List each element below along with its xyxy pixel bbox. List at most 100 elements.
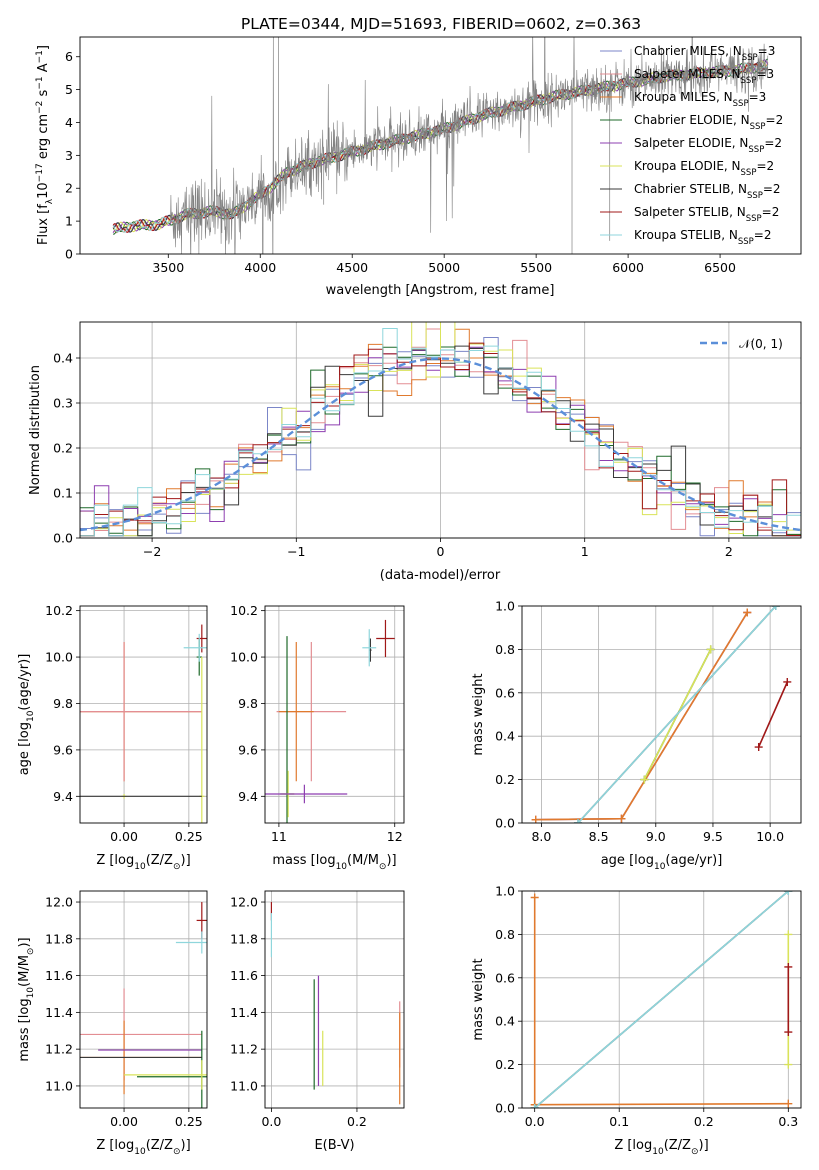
legend-text: Chabrier STELIB, N	[634, 182, 747, 196]
x-axis-label-part: Z [log	[614, 1138, 652, 1153]
y-tick-label: 3	[65, 148, 73, 163]
y-tick-label: 9.4	[53, 789, 73, 804]
x-tick-label: 0.00	[110, 829, 138, 844]
cumulative-marker	[574, 819, 583, 823]
legend-sub: SSP	[742, 53, 758, 63]
y-axis-label-part: ]	[36, 45, 51, 50]
cumulative-line-salpeter-stelib	[784, 962, 793, 1037]
x-axis-label-part: 10	[652, 1147, 664, 1157]
x-tick-label: 1	[581, 544, 589, 559]
y-tick-label: 0.1	[53, 486, 73, 501]
errorbar-salpeter-stelib	[376, 619, 395, 658]
legend-sub: SSP	[741, 76, 757, 86]
cumulative-marker	[784, 891, 793, 895]
plot-area-age-Z	[80, 624, 207, 823]
y-axis-label-part: −17	[35, 163, 45, 182]
plot-area-spectrum	[112, 37, 769, 254]
x-tick-label: 6500	[704, 260, 736, 275]
x-tick-label: 0.2	[347, 1114, 367, 1129]
y-tick-label: 0	[65, 247, 73, 262]
cumulative-marker	[784, 1028, 793, 1037]
y-tick-label: 1.0	[495, 884, 515, 899]
cumulative-marker	[783, 677, 792, 686]
y-axis-label-part: A	[36, 63, 51, 76]
legend-text: =2	[764, 136, 782, 150]
cumulative-marker	[617, 814, 626, 823]
x-tick-label: 0.25	[175, 829, 203, 844]
y-tick-label: 0.4	[495, 1014, 515, 1029]
x-tick-label: 0.0	[261, 1114, 281, 1129]
y-tick-label: 11.8	[230, 931, 258, 946]
cumulative-marker	[706, 645, 715, 654]
y-axis-label-part: mass [log	[17, 998, 32, 1061]
errorbar-kroupa-elodie	[124, 1060, 207, 1090]
panel-mw-age: 8.0 8.5 9.0 9.5 10.0 0.0 0.2 0.4 0.6 0.8 1.0 age [l…	[471, 599, 802, 872]
y-axis-label-part: λ	[45, 198, 55, 204]
y-tick-label: 0.8	[495, 927, 515, 942]
y-tick-label: 11.6	[230, 968, 258, 983]
x-tick-label: 9.5	[703, 829, 723, 844]
x-axis-label: Z [log10(Z/Z⊙)]	[96, 853, 190, 872]
x-tick-label: −1	[287, 544, 305, 559]
legend-text: =3	[749, 90, 767, 104]
x-tick-label: 2	[725, 544, 733, 559]
x-axis-label-part: 10	[134, 1147, 146, 1157]
x-tick-label: 5500	[520, 260, 552, 275]
x-tick-label: 10.0	[756, 829, 784, 844]
y-tick-label: 1	[65, 214, 73, 229]
legend-text: Salpeter ELODIE, N	[634, 136, 748, 150]
cumulative-marker	[784, 930, 793, 939]
x-axis-label-part: 10	[654, 862, 666, 872]
y-tick-label: 12.0	[45, 895, 73, 910]
legend-text: =2	[766, 113, 784, 127]
x-axis-label-part: (age/yr)]	[665, 853, 722, 868]
cumulative-line-kroupa-miles	[531, 608, 752, 823]
legend-entry: Salpeter STELIB, NSSP=2	[634, 205, 779, 224]
cumulative-line-salpeter-stelib	[754, 677, 792, 752]
legend-entry: Salpeter ELODIE, NSSP=2	[634, 136, 782, 155]
cumulative-line-kroupa-stelib	[530, 891, 793, 1108]
x-tick-label: 0.3	[778, 1114, 798, 1129]
legend-sub: SSP	[738, 237, 754, 247]
y-tick-label: 12.0	[230, 895, 258, 910]
legend-text: Salpeter STELIB, N	[634, 205, 746, 219]
x-tick-label: 0.00	[110, 1114, 138, 1129]
cumulative-marker	[784, 1060, 793, 1069]
legend-sub: SSP	[747, 191, 763, 201]
panel-spectrum: 3500 4000 4500 5000 5500 6000 6500 0 1 2 3 4 5 6 wavel…	[35, 36, 802, 298]
y-tick-label: 11.0	[45, 1078, 73, 1093]
x-axis-label-part: (Z/Z	[664, 1138, 691, 1153]
legend-sub: SSP	[748, 145, 764, 155]
x-axis-label-part: )]	[181, 853, 191, 868]
x-tick-label: 3500	[152, 260, 184, 275]
y-tick-label: 1.0	[495, 599, 515, 614]
residual-hist-kroupa-stelib	[80, 328, 801, 538]
axes-frame	[264, 890, 405, 1109]
legend-text: Chabrier ELODIE, N	[634, 113, 750, 127]
y-tick-label: 0.2	[53, 441, 73, 456]
y-tick-label: 0.4	[53, 351, 73, 366]
axes-frame	[79, 605, 208, 824]
x-tick-label: 0.25	[175, 1114, 203, 1129]
x-tick-label: 11	[271, 829, 287, 844]
y-tick-label: 11.2	[230, 1042, 258, 1057]
x-axis-label-part: Z [log	[96, 1138, 134, 1153]
x-tick-label: 8.0	[531, 829, 551, 844]
plot-area-mass-Z	[80, 902, 207, 1108]
x-tick-label: 0.1	[609, 1114, 629, 1129]
y-tick-label: 10.2	[230, 603, 258, 618]
legend-entry: Chabrier STELIB, NSSP=2	[634, 182, 781, 201]
legend-text: Kroupa STELIB, N	[634, 228, 738, 242]
x-axis-label-part: age [log	[601, 853, 654, 868]
x-axis-label: age [log10(age/yr)]	[601, 853, 723, 872]
x-tick-label: 12	[387, 829, 403, 844]
legend-entry: Salpeter MILES, NSSP=3	[634, 67, 774, 86]
errorbar-kroupa-miles	[278, 641, 314, 782]
errorbar-salpeter-elodie	[265, 784, 348, 804]
x-axis-label: wavelength [Angstrom, rest frame]	[326, 283, 555, 298]
y-axis-label-part: s	[36, 89, 51, 100]
x-axis-label-part: ⊙	[379, 862, 387, 872]
y-tick-label: 2	[65, 181, 73, 196]
legend-entry: Kroupa ELODIE, NSSP=2	[634, 159, 774, 178]
